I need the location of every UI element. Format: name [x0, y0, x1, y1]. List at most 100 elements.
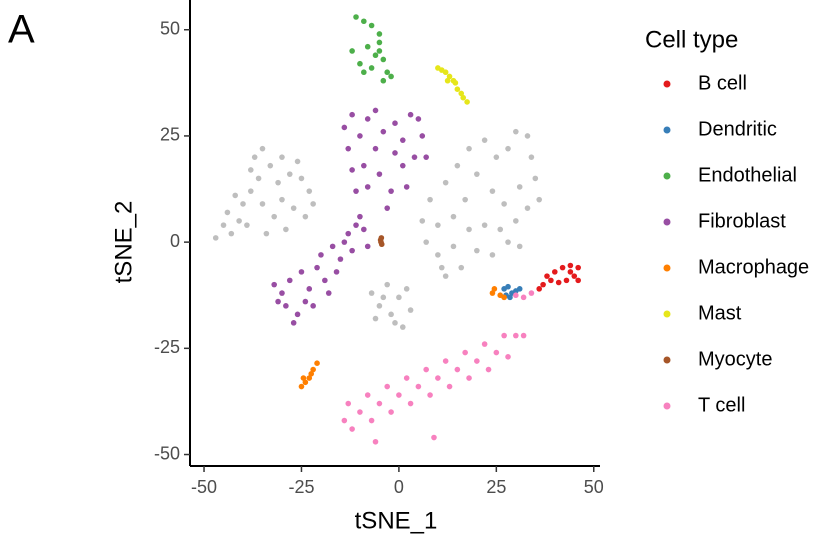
- point: [571, 273, 578, 279]
- point: [528, 154, 535, 160]
- point: [275, 298, 281, 305]
- point: [267, 162, 274, 169]
- point: [349, 48, 355, 54]
- point: [444, 77, 451, 84]
- point: [513, 128, 519, 135]
- point: [302, 298, 309, 305]
- x-tick-label: -50: [191, 477, 217, 497]
- point: [341, 239, 348, 245]
- point: [378, 241, 385, 248]
- point: [372, 52, 379, 59]
- point: [361, 162, 367, 169]
- point: [454, 162, 461, 169]
- point: [349, 167, 355, 173]
- legend-marker: [663, 218, 671, 226]
- point: [294, 158, 301, 165]
- point: [298, 269, 305, 275]
- point: [497, 226, 504, 233]
- point: [372, 145, 379, 152]
- point: [364, 116, 371, 122]
- point: [491, 286, 498, 292]
- point: [380, 128, 387, 135]
- legend-marker: [663, 80, 671, 88]
- point: [399, 324, 406, 330]
- point: [275, 179, 281, 186]
- point: [501, 294, 507, 301]
- point: [349, 426, 355, 432]
- point: [361, 18, 367, 25]
- point: [364, 392, 371, 398]
- point: [423, 366, 429, 373]
- legend-marker: [663, 310, 671, 318]
- point: [306, 286, 313, 292]
- point: [306, 375, 313, 381]
- point: [384, 205, 391, 211]
- point: [481, 222, 488, 228]
- point: [454, 86, 461, 93]
- point: [361, 69, 367, 76]
- point: [283, 303, 289, 309]
- legend-marker: [663, 356, 671, 364]
- point: [357, 213, 363, 220]
- point: [450, 213, 457, 220]
- point: [551, 269, 558, 275]
- point: [450, 243, 457, 250]
- point: [236, 218, 242, 224]
- point: [485, 366, 492, 373]
- point: [224, 209, 231, 216]
- point: [505, 145, 511, 152]
- point: [442, 179, 449, 186]
- point: [310, 201, 316, 207]
- point: [427, 196, 433, 203]
- point: [283, 226, 289, 233]
- point: [399, 137, 406, 143]
- point: [493, 154, 500, 160]
- point: [361, 226, 367, 233]
- point: [458, 264, 465, 271]
- point: [300, 375, 307, 381]
- legend-marker: [663, 264, 671, 272]
- point: [442, 273, 449, 279]
- point: [345, 400, 352, 407]
- point: [435, 222, 441, 228]
- point: [380, 294, 387, 301]
- point: [271, 213, 277, 220]
- point: [423, 239, 429, 245]
- point: [466, 375, 472, 381]
- point: [290, 205, 297, 211]
- point: [329, 243, 336, 250]
- point: [325, 290, 332, 296]
- point: [322, 277, 328, 284]
- point: [376, 400, 383, 407]
- point: [298, 175, 305, 182]
- point: [474, 247, 480, 254]
- point: [536, 196, 543, 203]
- legend-label: Macrophage: [698, 256, 809, 278]
- point: [460, 94, 467, 101]
- point: [438, 264, 445, 271]
- point: [286, 277, 293, 284]
- point: [345, 145, 352, 152]
- point: [415, 116, 422, 122]
- point: [298, 383, 305, 390]
- legend-label: Fibroblast: [698, 210, 786, 232]
- point: [435, 252, 441, 258]
- point: [396, 392, 402, 398]
- point: [368, 417, 375, 424]
- point: [314, 360, 320, 366]
- point: [501, 201, 507, 207]
- legend-title: Cell type: [645, 26, 738, 53]
- point: [516, 243, 523, 250]
- point: [314, 264, 320, 271]
- point: [357, 60, 363, 67]
- point: [489, 252, 496, 258]
- point: [388, 311, 394, 318]
- point: [368, 22, 375, 29]
- point: [423, 154, 429, 160]
- point: [559, 264, 566, 271]
- point: [372, 438, 379, 445]
- point: [454, 366, 461, 373]
- point: [442, 358, 449, 364]
- point: [513, 292, 519, 299]
